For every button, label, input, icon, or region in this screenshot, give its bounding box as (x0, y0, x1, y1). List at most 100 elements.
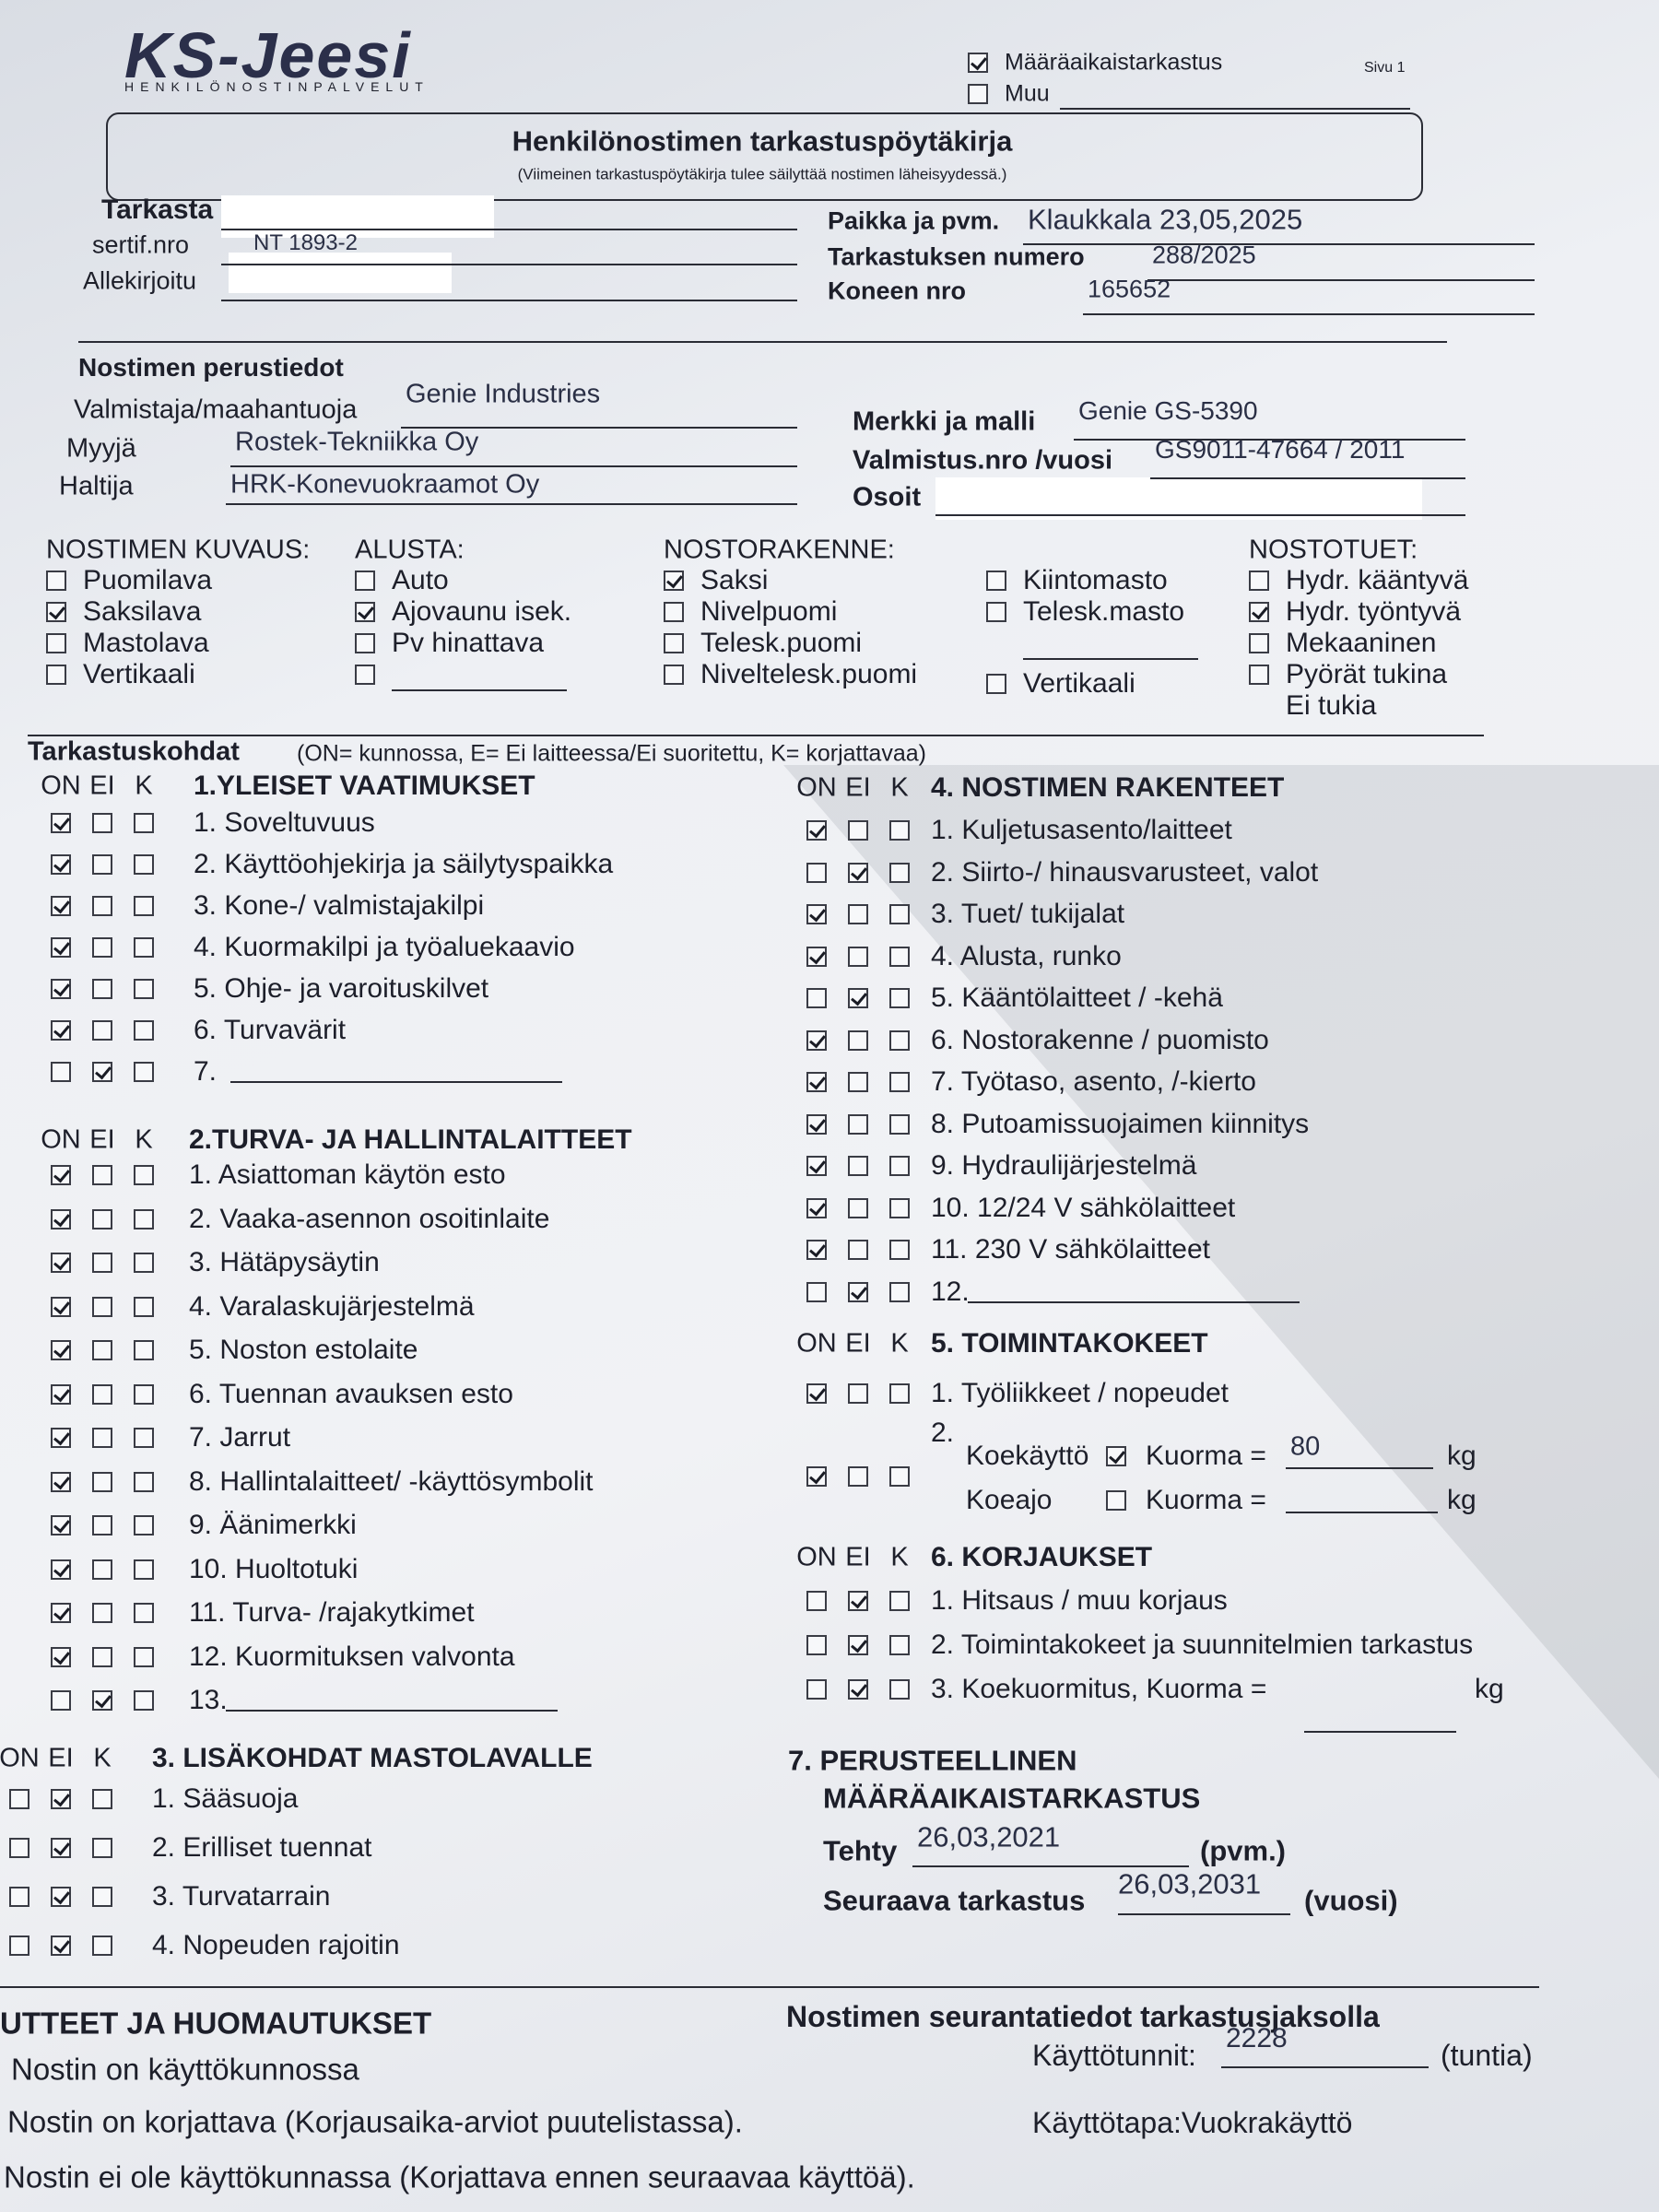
option-label: Telesk.puomi (700, 628, 863, 658)
redaction (221, 195, 494, 238)
column-header: EI (845, 772, 871, 803)
checkbox (355, 571, 375, 591)
item-label: Koeajo (966, 1485, 1053, 1515)
item-label: 6. Turvavärit (194, 1015, 347, 1045)
checkbox (134, 896, 154, 916)
field-label: Allekirjoitu (83, 266, 197, 295)
field-label: Tehty (823, 1834, 898, 1867)
checkbox (92, 1789, 112, 1809)
option-label: Vertikaali (83, 659, 195, 689)
item-label: 5. Kääntölaitteet / -kehä (931, 982, 1223, 1013)
checkbox (134, 1383, 154, 1405)
checkbox (889, 1635, 910, 1655)
item-label: 5. Noston estolaite (189, 1335, 418, 1365)
unit: kg (1475, 1674, 1504, 1704)
item-label: 9. Hydraulijärjestelmä (931, 1150, 1197, 1181)
unit: kg (1447, 1485, 1477, 1515)
checkbox (9, 1838, 29, 1858)
field-label: Tarkastuksen numero (828, 242, 1085, 271)
checkbox (848, 1072, 868, 1092)
option-label: Nivelpuomi (700, 596, 838, 627)
field-label: Osoit (853, 482, 922, 512)
checkbox (889, 904, 910, 924)
field-value: 80 (1290, 1431, 1321, 1462)
item-label: 3. Hätäpysäytin (189, 1247, 380, 1277)
column-header: ON (41, 1124, 81, 1155)
checkbox (92, 1165, 112, 1185)
field-label: Seuraava tarkastus (823, 1884, 1086, 1917)
checkbox (806, 862, 827, 883)
option-label: Vertikaali (1023, 668, 1135, 699)
checkbox (806, 1113, 827, 1135)
checkbox (134, 1515, 154, 1535)
field-label: Valmistaja/maahantuoja (74, 394, 358, 425)
checklist-legend: (ON= kunnossa, E= Ei laitteessa/Ei suori… (297, 740, 926, 767)
checkbox (51, 1603, 71, 1623)
checkbox (889, 1591, 910, 1611)
checkbox (46, 602, 66, 622)
unit: (pvm.) (1200, 1834, 1286, 1867)
section-title: Nostimen seurantatiedot tarkastusjaksoll… (786, 2000, 1380, 2033)
checkbox (889, 1281, 910, 1302)
item-label: 9. Äänimerkki (189, 1510, 357, 1540)
underline (1286, 1467, 1433, 1469)
item-label: 10. 12/24 V sähkölaitteet (931, 1192, 1236, 1223)
remark-line: Nostin on käyttökunnossa (11, 2052, 359, 2087)
checkbox (889, 988, 910, 1008)
checkbox (806, 1197, 827, 1218)
checkbox (51, 1515, 71, 1535)
page-number: Sivu 1 (1364, 60, 1406, 76)
item-label: 2. Siirto-/ hinausvarusteet, valot (931, 856, 1319, 888)
field-value: Klaukkala 23,05,2025 (1028, 203, 1303, 236)
unit: (vuosi) (1304, 1884, 1398, 1917)
checkbox (92, 1296, 112, 1317)
checkbox (806, 1240, 827, 1260)
remark-line: Nostin on korjattava (Korjausaika-arviot… (7, 2104, 743, 2139)
item-label: 13. (189, 1685, 228, 1715)
checkbox (9, 1789, 29, 1809)
field-value: 26,03,2021 (917, 1820, 1061, 1853)
checkbox (51, 1887, 71, 1907)
column-header: EI (845, 1542, 871, 1572)
checkbox (848, 1635, 868, 1655)
section-title: 2.TURVA- JA HALLINTALAITTEET (189, 1124, 632, 1155)
checkbox (92, 1559, 112, 1580)
checkbox (1106, 1490, 1126, 1511)
item-label: 1. Soveltuvuus (194, 807, 375, 838)
checkbox (889, 1072, 910, 1092)
option-label: Muu (1005, 80, 1050, 107)
field-value: Rostek-Tekniikka Oy (235, 427, 479, 457)
checkbox (51, 1936, 71, 1956)
section-title: 5. TOIMINTAKOKEET (931, 1328, 1208, 1359)
field-value: Genie Industries (406, 379, 601, 409)
checkbox (848, 1030, 868, 1051)
item-label: 12. (931, 1276, 970, 1307)
checkbox (51, 1165, 71, 1185)
option-label: Saksilava (83, 596, 202, 627)
underline (1147, 279, 1535, 281)
checkbox (664, 602, 684, 622)
field-label: Valmistus.nro /vuosi (853, 445, 1113, 476)
underline (0, 1986, 1539, 1988)
item-label: 7. Työtaso, asento, /-kierto (931, 1066, 1256, 1097)
underline (1286, 1512, 1438, 1513)
checkbox (848, 820, 868, 841)
field-value: 26,03,2031 (1118, 1867, 1262, 1900)
checkbox (1249, 665, 1269, 685)
option-label: Mekaaninen (1286, 628, 1437, 658)
checkbox (92, 813, 112, 833)
item-label: 6. Tuennan avauksen esto (189, 1378, 513, 1409)
checkbox (806, 1030, 827, 1051)
checkbox (664, 633, 684, 653)
checkbox (134, 1020, 154, 1041)
item-label: 4. Nopeuden rajoitin (152, 1930, 400, 1960)
section-title: 1.YLEISET VAATIMUKSET (194, 771, 535, 801)
item-label: 4. Kuormakilpi ja työaluekaavio (194, 932, 575, 962)
item-label: 3. Tuet/ tukijalat (931, 899, 1125, 929)
field-value: 288/2025 (1152, 241, 1256, 269)
column-header: ON (796, 1328, 837, 1359)
checkbox (51, 937, 71, 958)
checkbox (51, 1646, 71, 1667)
checkbox (806, 1156, 827, 1176)
